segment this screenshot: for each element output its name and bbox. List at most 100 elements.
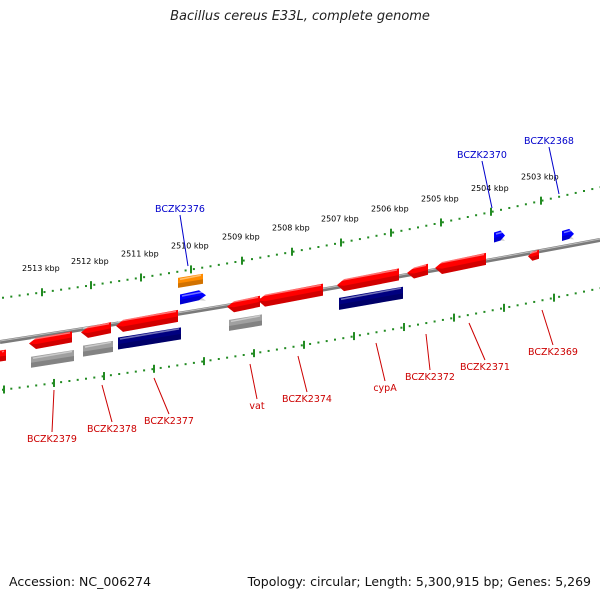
inner-track-dot <box>375 331 378 334</box>
gene-label-bczk2372[interactable]: BCZK2372 <box>405 372 455 383</box>
tick-label-2512-kbp: 2512 kbp <box>71 257 109 266</box>
inner-track-dot <box>408 325 411 328</box>
inner-track-dot <box>93 376 96 379</box>
leader-line-bczk2369 <box>541 309 554 346</box>
inner-track-dot <box>466 314 469 317</box>
inner-track-dot <box>35 384 38 387</box>
major-tick <box>140 273 142 282</box>
outer-track-dot <box>533 201 536 204</box>
leader-line-bczk2371 <box>468 322 486 361</box>
gene-feature <box>528 249 539 261</box>
outer-track-dot <box>217 263 220 266</box>
inner-track-dot <box>101 375 104 378</box>
gene-label-bczk2370[interactable]: BCZK2370 <box>457 150 507 161</box>
gene-label-bczk2377[interactable]: BCZK2377 <box>144 416 194 427</box>
outer-track-dot <box>317 246 320 249</box>
gene-label-bczk2368[interactable]: BCZK2368 <box>524 136 574 147</box>
major-tick <box>291 247 293 256</box>
outer-track-dot <box>85 285 87 288</box>
outer-track-dot <box>549 197 552 200</box>
outer-track-dot <box>68 287 71 290</box>
tick-label-2507-kbp: 2507 kbp <box>321 215 359 224</box>
outer-track-dot <box>433 222 436 225</box>
outer-track-dot <box>284 252 287 255</box>
leader-line-bczk2378 <box>101 384 113 423</box>
gene-label-bczk2376[interactable]: BCZK2376 <box>155 204 205 215</box>
genome-summary-text: Topology: circular; Length: 5,300,915 bp… <box>247 574 591 589</box>
outer-track-dot <box>101 282 104 285</box>
inner-track-dot <box>358 334 361 337</box>
tick-label-2508-kbp: 2508 kbp <box>272 224 310 233</box>
inner-major-tick <box>103 372 105 381</box>
outer-track-dot <box>574 191 577 194</box>
inner-track-dot <box>541 299 544 302</box>
inner-major-tick <box>203 357 205 366</box>
outer-track-dot <box>441 221 444 224</box>
outer-track-dot <box>184 269 187 272</box>
outer-track-dot <box>475 214 478 217</box>
gene-feature <box>435 252 486 275</box>
navy-cds-feature <box>339 286 403 310</box>
gene-label-bczk2379[interactable]: BCZK2379 <box>27 434 77 445</box>
blue-cds-feature <box>562 228 574 242</box>
outer-track-dot <box>524 203 527 206</box>
outer-track-dot <box>168 272 170 275</box>
inner-track-dot <box>483 310 486 313</box>
outer-track-dot <box>134 277 137 280</box>
outer-track-dot <box>176 270 179 273</box>
inner-major-tick <box>253 349 255 358</box>
gene-label-vat[interactable]: vat <box>249 401 264 412</box>
gene-feature <box>227 295 260 313</box>
gene-label-bczk2374[interactable]: BCZK2374 <box>282 394 332 405</box>
gene-feature <box>0 349 6 362</box>
major-tick <box>340 238 342 247</box>
outer-track-dot <box>51 289 54 292</box>
tick-label-2504-kbp: 2504 kbp <box>471 184 509 193</box>
gene-label-bczk2371[interactable]: BCZK2371 <box>460 362 510 373</box>
map-title: Bacillus cereus E33L, complete genome <box>170 9 430 24</box>
inner-track-dot <box>184 363 187 366</box>
outer-track-dot <box>325 244 328 247</box>
inner-major-tick <box>553 293 555 302</box>
outer-track-dot <box>358 238 361 241</box>
outer-track-dot <box>151 274 154 277</box>
outer-track-dot <box>491 210 494 213</box>
outer-track-dot <box>408 228 411 231</box>
inner-track-dot <box>118 373 121 376</box>
outer-track-dot <box>400 229 403 232</box>
inner-track-dot <box>417 323 419 326</box>
inner-track-dot <box>516 304 519 307</box>
outer-track-dot <box>18 294 21 297</box>
outer-track-dot <box>508 206 511 209</box>
gene-label-bczk2369[interactable]: BCZK2369 <box>528 347 578 358</box>
major-tick <box>41 288 43 297</box>
outer-track-dot <box>2 296 4 299</box>
gene-label-cypa[interactable]: cypA <box>373 383 397 394</box>
outer-track-dot <box>93 283 96 286</box>
inner-track-dot <box>433 320 436 323</box>
inner-track-dot <box>292 345 295 348</box>
inner-track-dot <box>134 370 137 373</box>
inner-track-dot <box>458 315 461 318</box>
outer-track-dot <box>483 212 486 215</box>
gene-label-bczk2378[interactable]: BCZK2378 <box>87 424 137 435</box>
inner-track-dot <box>325 340 328 343</box>
blue-cds-feature <box>180 290 206 305</box>
major-tick <box>190 265 192 274</box>
accession-text: Accession: NC_006274 <box>9 574 152 589</box>
orange-feature <box>178 273 203 288</box>
inner-track-dot <box>441 318 444 321</box>
inner-track-dot <box>583 290 585 293</box>
inner-major-tick <box>153 364 155 373</box>
outer-track-dot <box>159 273 162 276</box>
inner-track-dot <box>300 344 303 347</box>
tick-label-2509-kbp: 2509 kbp <box>222 233 260 242</box>
outer-track-dot <box>26 293 29 296</box>
inner-track-dot <box>217 357 220 360</box>
inner-major-tick <box>503 303 505 312</box>
inner-track-dot <box>566 294 569 297</box>
outer-track-dot <box>201 266 204 269</box>
inner-track-dot <box>192 361 195 364</box>
inner-track-dot <box>267 349 270 352</box>
outer-track-dot <box>367 236 370 239</box>
